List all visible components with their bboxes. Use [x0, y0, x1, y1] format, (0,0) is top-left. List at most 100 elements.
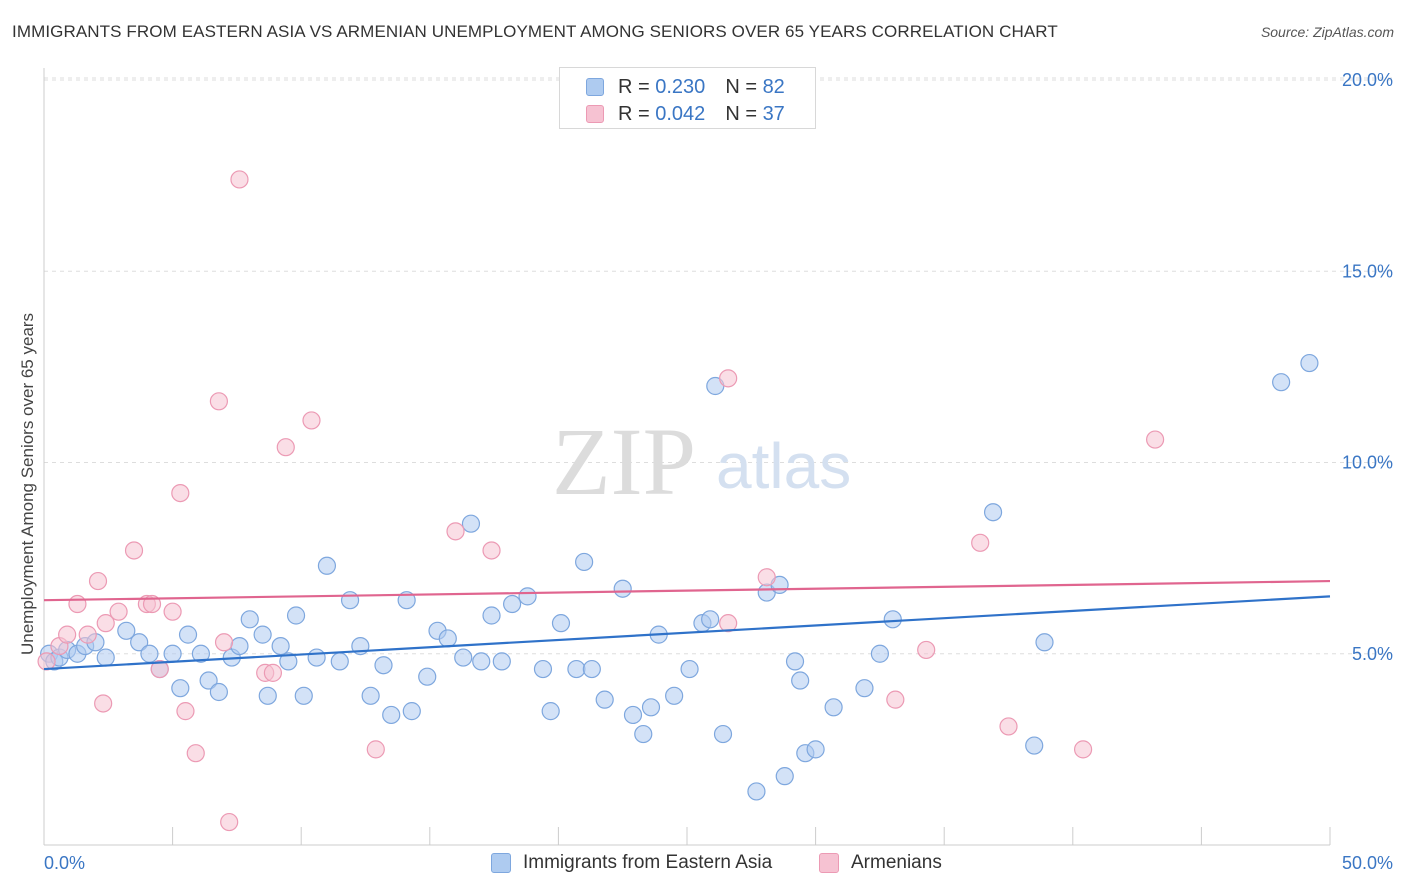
blue-swatch	[491, 853, 511, 873]
blue-point	[713, 724, 733, 744]
pink-point	[96, 614, 115, 633]
pink-point	[719, 369, 738, 388]
blue-point	[518, 587, 537, 606]
pink-point	[142, 594, 162, 614]
pink-point	[757, 568, 776, 587]
blue-point	[461, 514, 481, 533]
pink-point	[37, 652, 56, 671]
source-label: Source: ZipAtlas.com	[1260, 24, 1394, 40]
trend-lines	[43, 579, 1331, 671]
blue-point	[855, 679, 874, 698]
blue-point	[575, 552, 594, 572]
blue-point	[240, 610, 259, 629]
pink-point	[917, 640, 936, 660]
pink-point	[719, 614, 738, 633]
n-label: N =	[725, 75, 757, 98]
blue-point	[680, 659, 699, 679]
r-label: R =	[618, 75, 650, 98]
blue-point	[258, 686, 277, 705]
blue-point	[541, 702, 560, 721]
blue-point	[551, 614, 571, 633]
blue-point	[454, 648, 473, 667]
blue-point	[117, 621, 136, 640]
pink-point	[68, 594, 87, 614]
watermark: ZIP atlas	[552, 408, 851, 515]
y-tick-label: 10.0%	[1342, 453, 1393, 473]
pink-point	[1073, 740, 1093, 759]
blue-point	[472, 652, 491, 671]
blue-point	[340, 591, 360, 610]
blue-trend-line	[43, 595, 1331, 671]
blue-point	[701, 610, 720, 629]
blue-point	[634, 724, 653, 744]
pink-point	[220, 812, 239, 832]
blue-point	[775, 767, 794, 786]
pink-swatch	[819, 853, 839, 873]
watermark-atlas: atlas	[716, 430, 851, 502]
pink-point	[94, 694, 113, 713]
blue-point	[806, 740, 825, 759]
pink-point	[88, 571, 108, 591]
pink-point	[186, 744, 205, 763]
blue-point	[253, 625, 272, 644]
blue-point	[582, 659, 601, 679]
x-tick-label: 0.0%	[44, 853, 85, 873]
axes	[43, 68, 1331, 846]
blue-point	[178, 625, 198, 644]
blue-point	[492, 652, 511, 671]
pink-point	[482, 541, 501, 560]
blue-point	[163, 644, 182, 663]
pink-point	[163, 602, 182, 621]
blue-point	[791, 671, 810, 690]
blue-point	[665, 686, 684, 705]
blue-point	[533, 659, 553, 679]
blue-point	[438, 629, 457, 648]
grid	[44, 77, 1392, 655]
chart-title: IMMIGRANTS FROM EASTERN ASIA VS ARMENIAN…	[12, 22, 1058, 41]
pink-point	[124, 541, 144, 560]
blue-point	[1025, 736, 1044, 755]
blue-point	[361, 686, 380, 705]
blue-point	[870, 644, 890, 663]
blue-point	[567, 659, 586, 679]
blue-point	[96, 648, 115, 667]
blue-point	[824, 698, 843, 717]
blue-point	[503, 594, 522, 614]
pink-point	[176, 702, 195, 721]
blue-swatch	[586, 78, 604, 96]
tick-labels: 5.0% 10.0% 15.0% 20.0% 0.0% 50.0%	[44, 70, 1393, 873]
r-label: R =	[618, 102, 650, 125]
blue-point	[130, 633, 149, 652]
blue-point	[785, 652, 805, 671]
blue-point	[330, 652, 349, 671]
legend-row-pink: R = 0.042 N = 37	[586, 101, 785, 127]
pink-point	[366, 740, 385, 759]
blue-point	[382, 705, 401, 725]
pink-point	[171, 484, 190, 503]
pink-point	[446, 522, 465, 541]
x-tick-label: 50.0%	[1342, 853, 1393, 873]
blue-point	[747, 782, 766, 801]
correlation-legend: R = 0.230 N = 82 R = 0.042 N = 37	[559, 67, 816, 129]
blue-point	[171, 679, 190, 698]
blue-point	[209, 682, 228, 702]
blue-point	[1272, 373, 1291, 392]
pink-point	[209, 392, 228, 411]
n-value: 82	[762, 75, 785, 98]
blue-point	[230, 636, 249, 656]
blue-point	[374, 656, 393, 675]
blue-point	[1035, 633, 1054, 652]
blue-point	[641, 698, 661, 717]
blue-point	[199, 671, 218, 690]
n-label: N =	[725, 102, 757, 125]
pink-point	[214, 633, 234, 652]
blue-point	[613, 579, 632, 598]
n-value: 37	[762, 102, 785, 125]
pink-point	[999, 717, 1018, 736]
blue-point	[418, 667, 437, 686]
blue-point	[294, 686, 313, 705]
bottom-legend-blue: Immigrants from Eastern Asia	[491, 852, 772, 874]
blue-point	[140, 644, 159, 663]
pink-point	[109, 602, 128, 621]
